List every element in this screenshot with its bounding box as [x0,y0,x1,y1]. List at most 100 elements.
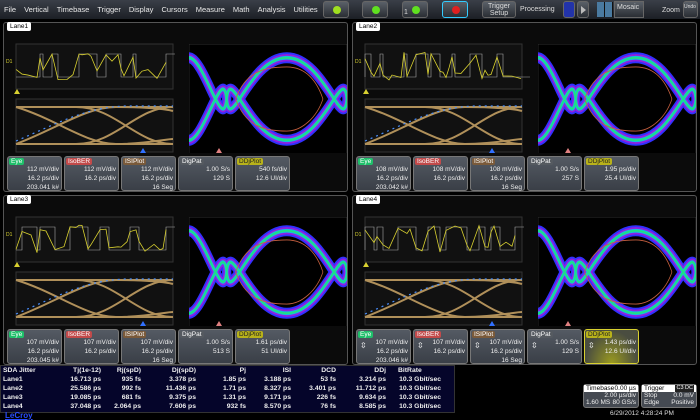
ddjplot-value: 540 fs/div [259,166,287,173]
isober-label: IsoBER [66,331,92,338]
led-icon [412,6,420,14]
isober-value: 108 mV/div [432,166,465,173]
tile-isober[interactable]: IsoBER 112 mV/div16.2 ps/div [64,156,119,191]
isiplot-value: 16 Seg [152,184,173,191]
undo-label: Undo [684,4,696,11]
digpat-value: 257 S [562,175,579,182]
trigger-marker-icon [14,89,20,94]
eye-label: Eye [358,158,373,165]
trigger-box[interactable]: TriggerC3 DC Stop0.0 mV EdgePositive [641,384,697,408]
trigger-setup-label: Trigger Setup [483,3,515,17]
digpat-label: DigPat [529,158,553,165]
isober-value: 16.2 ps/div [85,175,116,182]
table-cell: 8.570 ps [248,402,293,411]
table-row: Lane225.586 ps992 fs11.436 ps1.71 ps8.32… [1,384,443,393]
eye-value: 203.046 k# [376,357,408,364]
menu-cursors[interactable]: Cursors [157,5,191,14]
menu-utilities[interactable]: Utilities [290,5,322,14]
ddjplot-label: DDjPlot [237,331,263,338]
tile-ddjplot[interactable]: DDjPlot 1.95 ps/div25.4 UI/div [584,156,639,191]
menu-trigger[interactable]: Trigger [93,5,124,14]
tile-isober[interactable]: IsoBER ⇳107 mV/div16.2 ps/div [413,329,468,364]
trigger-channel: C3 DC [675,385,694,392]
trigger-setup-button[interactable]: Trigger Setup [482,1,516,18]
layout-mosaic-button[interactable]: Mosaic [614,1,644,18]
eye-value: 16.2 ps/div [377,348,408,355]
menu-vertical[interactable]: Vertical [20,5,53,14]
stop-button[interactable] [442,1,468,18]
menu-math[interactable]: Math [229,5,254,14]
column-header: ISI [248,366,293,375]
column-header: SDA Jitter [1,366,51,375]
tile-digpat[interactable]: DigPat 1.00 S/s129 S [178,156,233,191]
ddjplot-value: 51 UI/div [261,348,287,355]
tile-isiplot[interactable]: ISIPlot ⇳107 mV/div16.2 ps/div16 Seg [470,329,525,364]
table-cell: 3.401 ps [293,384,338,393]
eye-value: 203.041 k# [27,184,59,191]
tile-isiplot[interactable]: ISIPlot 112 mV/div16.2 ps/div16 Seg [121,156,176,191]
digpat-value: 129 S [562,348,579,355]
tile-digpat[interactable]: DigPat ⇳1.00 S/s129 S [527,329,582,364]
eye-value: 16.2 ps/div [377,175,408,182]
menu-file[interactable]: File [0,5,20,14]
isiplot-value: 16.2 ps/div [142,348,173,355]
table-cell: 226 fs [293,393,338,402]
tile-eye[interactable]: Eye 107 mV/div16.2 ps/div203.045 k# [7,329,62,364]
datetime: 6/29/2012 4:28:24 PM [610,410,674,417]
tile-isiplot[interactable]: ISIPlot 108 mV/div16.2 ps/div16 Seg [470,156,525,191]
channel-marker: D1 [355,59,362,65]
zoom-button[interactable]: Zoom [662,7,680,14]
timebase-box[interactable]: Timebase0.00 µs 2.00 µs/div 1.60 MS80 GS… [583,384,639,408]
table-cell: Lane4 [1,402,51,411]
table-cell: 9.634 ps [338,393,388,402]
undo-button[interactable]: Undo [683,1,698,18]
table-cell: 2.064 ps [103,402,143,411]
eye-value: 107 mV/div [375,339,408,346]
eye-label: Eye [9,158,24,165]
tile-digpat[interactable]: DigPat 1.00 S/s257 S [527,156,582,191]
tile-eye[interactable]: Eye ⇳107 mV/div16.2 ps/div203.046 k# [356,329,411,364]
menu-measure[interactable]: Measure [192,5,229,14]
tile-ddjplot[interactable]: DDjPlot ⇳1.43 ps/div12.6 UI/div [584,329,639,364]
tile-digpat[interactable]: DigPat 1.00 S/s513 S [178,329,233,364]
isiplot-value: 16.2 ps/div [491,348,522,355]
tile-isober[interactable]: IsoBER 108 mV/div16.2 ps/div [413,156,468,191]
timebase-samples: 1.60 MS [586,399,610,406]
menu-analysis[interactable]: Analysis [254,5,290,14]
processing-stop-button[interactable] [563,1,575,18]
table-cell: 1.71 ps [198,384,248,393]
menu-display[interactable]: Display [125,5,158,14]
lecroy-logo[interactable]: LeCroy [5,411,33,420]
play-icon [581,6,586,14]
lane-panel: Lane1 D1 Eye 112 mV/div16.2 ps/div203.04… [3,22,348,192]
table-cell: 7.606 ps [143,402,198,411]
table-cell: 1.85 ps [198,375,248,384]
ddjplot-label: DDjPlot [586,331,612,338]
run-normal-button[interactable] [362,1,388,18]
run-single-button[interactable] [323,1,349,18]
table-cell: 10.3 Gbit/sec [388,384,443,393]
isiplot-value: 107 mV/div [140,339,173,346]
trigger-level: 0.0 mV [673,392,694,399]
channel-marker: D1 [6,59,13,65]
tile-row: Eye ⇳107 mV/div16.2 ps/div203.046 k# Iso… [356,329,639,364]
isober-value: 16.2 ps/div [434,348,465,355]
menu-timebase[interactable]: Timebase [53,5,94,14]
led-icon [372,6,380,14]
table-cell: 10.3 Gbit/sec [388,402,443,411]
tile-isiplot[interactable]: ISIPlot 107 mV/div16.2 ps/div16 Seg [121,329,176,364]
tile-row: Eye 108 mV/div16.2 ps/div203.042 k# IsoB… [356,156,639,191]
tile-ddjplot[interactable]: DDjPlot 1.61 ps/div51 UI/div [235,329,290,364]
isober-label: IsoBER [415,331,441,338]
isi-plot [365,99,522,152]
isi-plot [16,272,173,325]
tile-isober[interactable]: IsoBER 107 mV/div16.2 ps/div [64,329,119,364]
table-cell: 3.378 ps [143,375,198,384]
tile-eye[interactable]: Eye 112 mV/div16.2 ps/div203.041 k# [7,156,62,191]
digital-waveform-plot [365,217,524,262]
tile-ddjplot[interactable]: DDjPlot 540 fs/div12.6 UI/div [235,156,290,191]
processing-next-button[interactable] [577,1,589,18]
digital-waveform-plot [16,217,175,262]
led-icon [333,6,341,14]
tile-eye[interactable]: Eye 108 mV/div16.2 ps/div203.042 k# [356,156,411,191]
